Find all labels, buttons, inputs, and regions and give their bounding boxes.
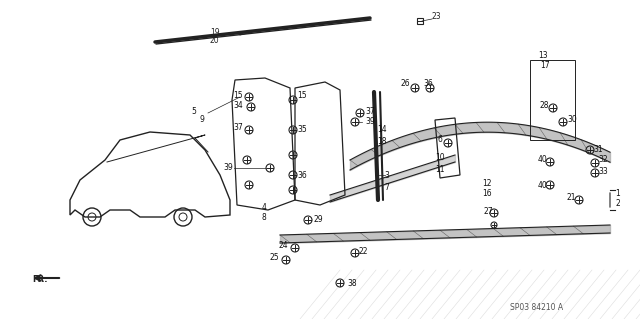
Text: 34: 34 [233,100,243,109]
Text: 36: 36 [423,78,433,87]
Text: 6: 6 [438,136,442,145]
Text: 8: 8 [262,213,266,222]
Text: 13: 13 [538,50,548,60]
Text: 40: 40 [537,155,547,165]
Text: 4: 4 [262,204,266,212]
Text: 10: 10 [435,153,445,162]
Text: 9: 9 [200,115,204,124]
Text: 31: 31 [593,145,603,154]
Text: 5: 5 [191,108,196,116]
Text: 39: 39 [223,164,233,173]
Text: 24: 24 [278,241,288,249]
Bar [530,60,575,140]
Text: SP03 84210 A: SP03 84210 A [510,303,563,312]
Text: 25: 25 [269,254,279,263]
Text: 22: 22 [358,248,368,256]
Text: 35: 35 [297,125,307,135]
Text: 40: 40 [537,181,547,189]
Text: 18: 18 [377,137,387,146]
Text: 20: 20 [210,36,220,45]
Text: 16: 16 [482,189,492,197]
Text: 37: 37 [365,108,375,116]
Text: 11: 11 [435,166,445,174]
Text: 15: 15 [233,91,243,100]
Text: 36: 36 [297,170,307,180]
Text: 21: 21 [566,194,576,203]
Text: 15: 15 [297,91,307,100]
Text: 2: 2 [616,198,620,207]
Text: 1: 1 [616,189,620,197]
Text: 28: 28 [540,100,548,109]
Text: 39: 39 [365,117,375,127]
Text: 38: 38 [347,278,357,287]
Text: 12: 12 [483,179,492,188]
Text: 32: 32 [598,155,608,165]
Text: FR.: FR. [32,275,47,284]
Text: 19: 19 [210,28,220,37]
Text: 33: 33 [598,167,608,175]
Text: 7: 7 [385,183,389,192]
Text: 17: 17 [540,61,550,70]
Text: 30: 30 [567,115,577,124]
Text: 27: 27 [483,207,493,217]
Text: 3: 3 [385,170,389,180]
Bar [417,18,423,24]
Text: 29: 29 [313,216,323,225]
Text: 14: 14 [377,125,387,135]
Text: 37: 37 [233,123,243,132]
Text: 23: 23 [432,12,442,21]
Text: 26: 26 [400,78,410,87]
